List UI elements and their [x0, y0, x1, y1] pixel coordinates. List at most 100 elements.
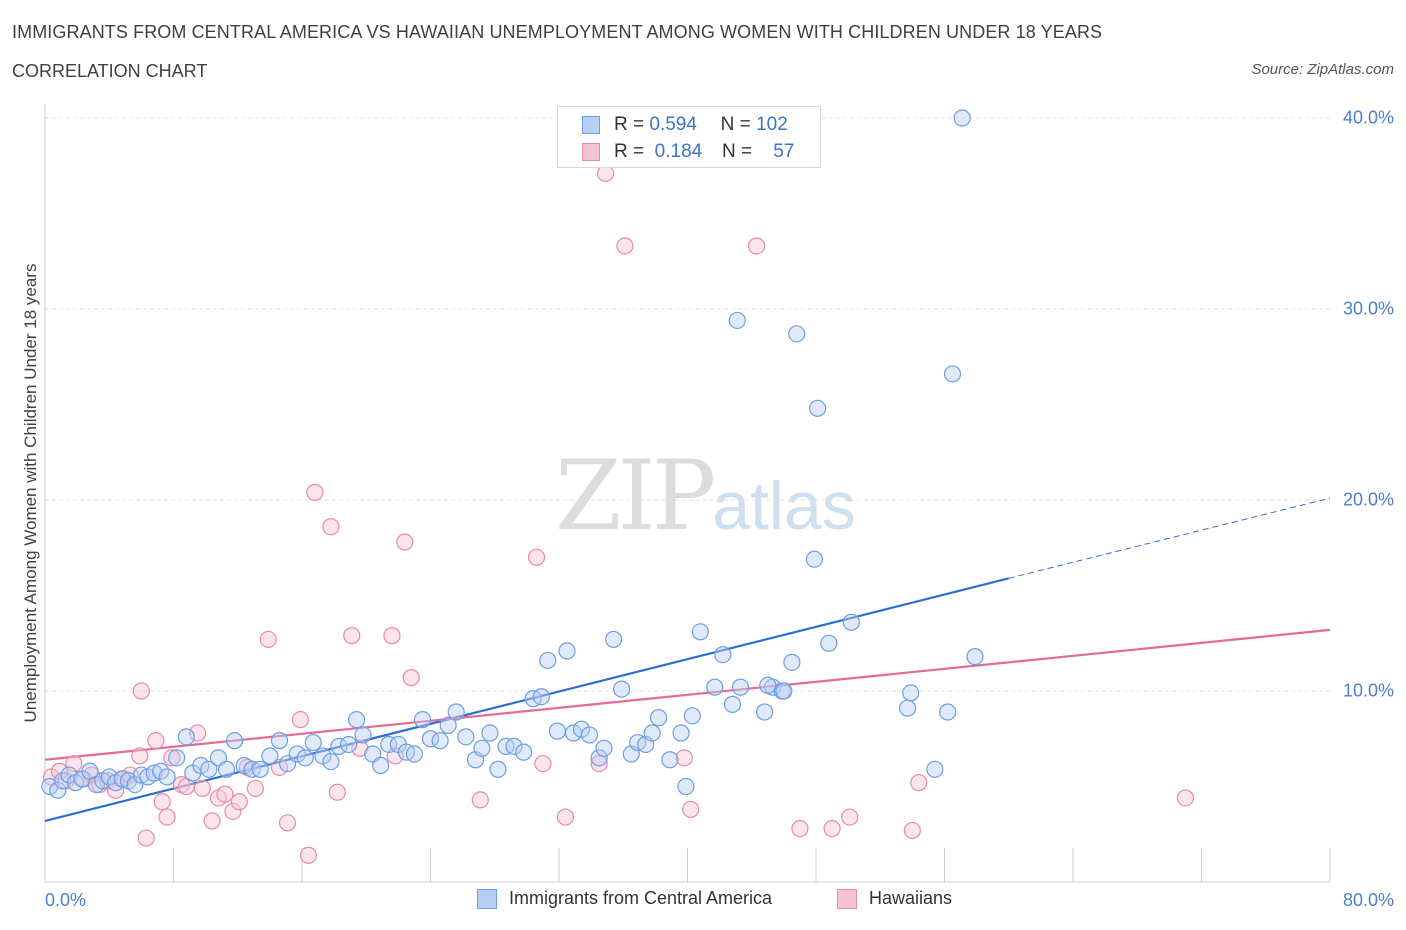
data-point-central-america — [473, 739, 491, 757]
legend-item-central-america: Immigrants from Central America — [477, 888, 772, 909]
data-point-hawaiians — [682, 800, 700, 819]
stats-legend: R = 0.594 N = 102 R = 0.184 N = 57 — [557, 106, 821, 168]
data-point-hawaiians — [50, 762, 69, 780]
data-point-central-america — [532, 688, 550, 706]
data-point-hawaiians — [299, 846, 318, 864]
x-tick-label-max: 80.0% — [1342, 890, 1394, 910]
n-label: N = — [721, 141, 753, 162]
data-point-hawaiians — [823, 819, 841, 838]
legend-swatch-blue — [477, 888, 497, 909]
data-point-central-america — [706, 678, 724, 696]
data-point-central-america — [270, 732, 289, 750]
data-point-central-america — [759, 676, 777, 694]
data-point-central-america — [672, 724, 690, 742]
grid-lines — [45, 117, 1330, 692]
data-point-central-america — [217, 760, 236, 778]
data-point-hawaiians — [224, 802, 242, 820]
data-point-hawaiians — [230, 793, 248, 811]
data-point-central-america — [145, 764, 163, 782]
data-point-hawaiians — [132, 682, 150, 700]
data-point-central-america — [413, 711, 432, 729]
data-point-central-america — [788, 325, 806, 343]
y-tick-label: 40.0% — [1342, 107, 1394, 128]
data-point-hawaiians — [153, 793, 171, 811]
data-point-central-america — [661, 751, 679, 769]
data-point-hawaiians — [322, 518, 340, 536]
data-point-central-america — [943, 365, 962, 383]
data-point-central-america — [898, 699, 917, 717]
data-point-central-america — [304, 733, 322, 752]
data-point-central-america — [481, 724, 499, 742]
data-point-central-america — [539, 651, 557, 670]
data-point-central-america — [354, 726, 372, 744]
data-point-hawaiians — [396, 533, 414, 551]
data-point-hawaiians — [306, 483, 324, 501]
data-point-central-america — [605, 630, 623, 649]
data-point-central-america — [348, 711, 366, 729]
data-point-central-america — [261, 747, 279, 765]
data-point-hawaiians — [259, 630, 277, 649]
data-point-central-america — [505, 737, 523, 755]
data-point-central-america — [235, 756, 253, 775]
chart-title: IMMIGRANTS FROM CENTRAL AMERICA VS HAWAI… — [12, 22, 1103, 42]
data-point-hawaiians — [402, 669, 420, 687]
data-point-hawaiians — [1176, 789, 1195, 807]
data-point-central-america — [558, 642, 576, 660]
data-point-central-america — [515, 743, 533, 761]
data-point-central-america — [405, 745, 424, 763]
x-tick-label-min: 0.0% — [45, 890, 87, 910]
r-value: 0.594 — [649, 114, 697, 135]
data-point-central-america — [177, 728, 195, 746]
data-point-central-america — [200, 760, 218, 778]
data-point-central-america — [339, 735, 358, 754]
data-point-hawaiians — [163, 749, 181, 767]
data-point-central-america — [691, 623, 709, 641]
data-point-central-america — [714, 646, 732, 664]
data-point-hawaiians — [328, 783, 346, 801]
trend-line-central-america-extension — [1008, 497, 1331, 579]
legend-label: Immigrants from Central America — [509, 888, 773, 908]
data-point-central-america — [677, 777, 695, 796]
data-point-hawaiians — [188, 724, 207, 742]
data-point-central-america — [643, 724, 661, 742]
data-point-hawaiians — [556, 808, 575, 826]
n-label: N = — [720, 114, 751, 135]
chart-subtitle: CORRELATION CHART — [12, 61, 208, 81]
data-point-central-america — [251, 760, 269, 778]
axes — [44, 104, 1331, 883]
stats-legend-row-hawaiians: R = 0.184 N = 57 — [582, 139, 794, 165]
data-point-central-america — [783, 653, 801, 671]
data-point-central-america — [755, 703, 774, 721]
data-point-central-america — [902, 684, 920, 702]
hawaiians-points — [42, 164, 1195, 864]
data-point-central-america — [723, 695, 742, 713]
data-point-hawaiians — [910, 774, 928, 792]
data-point-central-america — [225, 732, 244, 750]
data-point-central-america — [380, 735, 398, 754]
data-point-central-america — [939, 703, 957, 721]
data-point-central-america — [683, 707, 701, 725]
data-point-hawaiians — [527, 548, 546, 566]
stats-legend-row-central-america: R = 0.594 N = 102 — [582, 112, 788, 138]
trend-line-hawaiians — [44, 628, 1331, 761]
data-point-central-america — [152, 762, 170, 780]
data-point-hawaiians — [147, 732, 165, 750]
data-point-central-america — [296, 749, 314, 767]
data-point-central-america — [595, 739, 613, 757]
data-point-hawaiians — [471, 791, 489, 809]
data-point-hawaiians — [383, 627, 401, 645]
data-point-hawaiians — [246, 779, 265, 798]
r-value: 0.184 — [654, 141, 703, 162]
trend-lines — [44, 497, 1331, 822]
source-label: Source: ZipAtlas.com — [1251, 61, 1394, 78]
y-tick-label: 30.0% — [1342, 298, 1394, 319]
data-point-hawaiians — [841, 808, 859, 826]
data-point-central-america — [439, 716, 457, 734]
data-point-central-america — [49, 781, 67, 799]
legend-item-hawaiians: Hawaiians — [837, 888, 952, 909]
data-point-hawaiians — [791, 819, 809, 838]
data-point-central-america — [54, 772, 72, 790]
data-point-central-america — [288, 745, 306, 763]
data-point-hawaiians — [903, 821, 921, 840]
